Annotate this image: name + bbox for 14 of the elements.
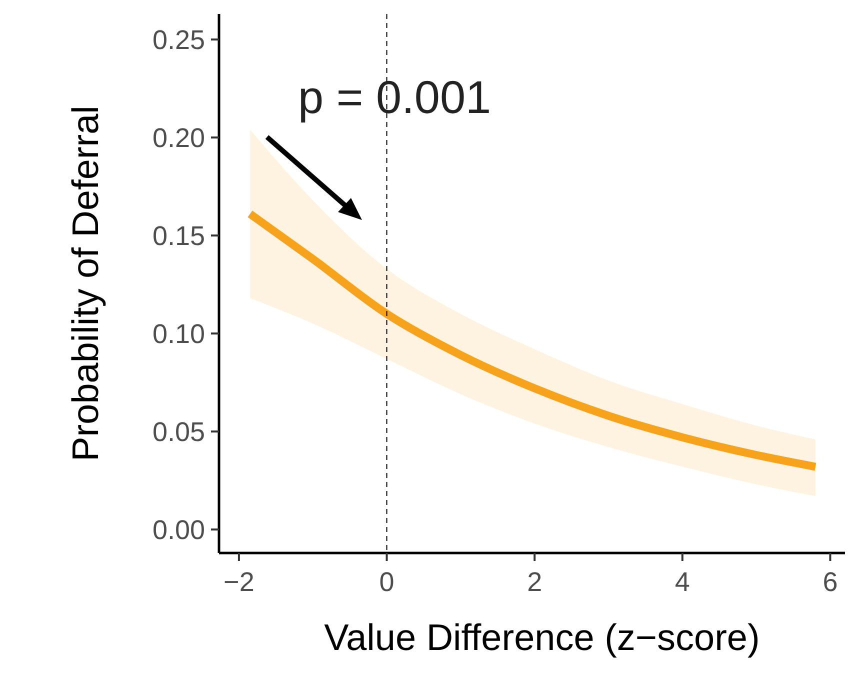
y-tick-label: 0.00 — [152, 514, 205, 545]
x-tick-label: 0 — [379, 567, 394, 597]
y-tick-label: 0.15 — [152, 220, 205, 251]
y-axis-title: Probability of Deferral — [65, 106, 106, 462]
x-tick-label: 2 — [527, 567, 542, 597]
y-tick-label: 0.10 — [152, 318, 205, 349]
y-tick-label: 0.20 — [152, 122, 205, 153]
y-tick-label: 0.05 — [152, 416, 205, 447]
x-tick-label: 6 — [822, 567, 838, 597]
x-tick-label: −2 — [224, 567, 254, 597]
x-tick-label: 4 — [674, 567, 690, 597]
annotation: p = 0.001 — [298, 71, 492, 123]
x-axis-title: Value Difference (z−score) — [324, 617, 760, 658]
y-tick-label: 0.25 — [152, 24, 205, 55]
